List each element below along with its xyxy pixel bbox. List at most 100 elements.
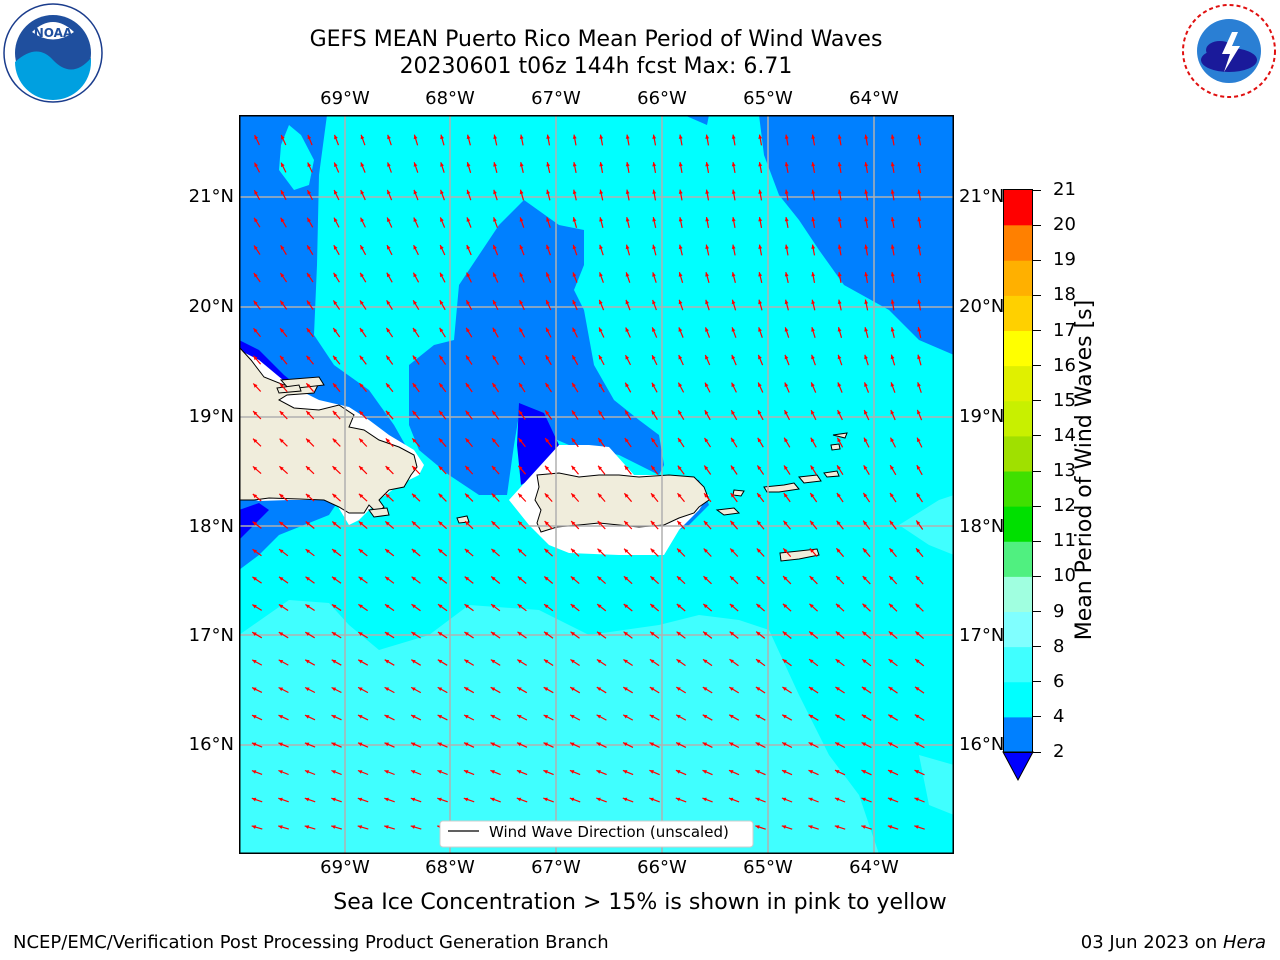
wind-wave-arrow	[518, 354, 526, 366]
band-2-4	[684, 115, 709, 125]
wind-wave-arrow	[756, 603, 765, 612]
wind-wave-arrow	[359, 327, 367, 338]
wind-wave-arrow	[569, 742, 581, 748]
wind-wave-arrow	[864, 271, 869, 284]
colorbar	[1002, 189, 1034, 782]
wind-wave-arrow	[466, 244, 472, 256]
wind-wave-arrow	[675, 797, 687, 803]
wind-wave-arrow	[465, 299, 473, 311]
wind-wave-arrow	[811, 299, 816, 311]
wind-wave-arrow	[359, 272, 367, 283]
wind-wave-arrow	[437, 576, 448, 584]
wind-wave-arrow	[304, 714, 316, 721]
band-6-8	[919, 755, 954, 815]
wind-wave-arrow	[834, 825, 846, 830]
wind-wave-arrow	[464, 576, 474, 584]
wind-wave-arrow	[464, 493, 474, 502]
wind-wave-arrow	[331, 493, 342, 502]
wind-wave-arrow	[385, 382, 394, 393]
wind-wave-arrow	[728, 714, 740, 721]
wind-wave-arrow	[331, 714, 342, 721]
wind-wave-arrow	[756, 520, 765, 530]
wind-wave-arrow	[596, 742, 607, 748]
wind-wave-arrow	[678, 244, 683, 256]
wind-wave-arrow	[703, 575, 712, 585]
wind-wave-arrow	[756, 548, 765, 557]
wind-wave-arrow	[437, 520, 448, 530]
wind-wave-arrow	[464, 603, 474, 612]
wind-wave-arrow	[251, 687, 263, 693]
wind-wave-arrow	[386, 299, 393, 311]
wind-wave-arrow	[811, 271, 816, 284]
wind-wave-arrow	[702, 686, 713, 694]
anguilla-islet	[832, 432, 848, 439]
wind-wave-arrow	[623, 603, 633, 612]
colorbar-tick-mark	[1033, 294, 1041, 296]
wind-wave-arrow	[811, 244, 816, 256]
wind-wave-arrow	[914, 825, 925, 830]
wind-wave-arrow	[597, 437, 606, 448]
wind-wave-arrow	[677, 409, 685, 421]
wind-wave-arrow	[570, 575, 580, 585]
wind-wave-arrow	[782, 603, 792, 612]
wind-wave-arrow	[808, 658, 819, 667]
map-frame	[239, 115, 954, 854]
wind-wave-arrow	[304, 686, 316, 694]
wind-wave-arrow	[625, 327, 631, 338]
wind-wave-arrow	[757, 409, 764, 421]
wind-wave-arrow	[386, 217, 393, 228]
wind-wave-arrow	[440, 189, 445, 201]
wind-wave-arrow	[305, 576, 315, 584]
wind-wave-arrow	[546, 134, 551, 146]
wind-wave-arrow	[466, 189, 472, 201]
wind-wave-arrow	[463, 769, 475, 776]
wind-wave-arrow	[755, 825, 766, 830]
wind-wave-arrow	[703, 492, 712, 503]
wind-wave-arrow	[914, 741, 925, 749]
wave-period-map: Wind Wave Direction (unscaled)	[239, 115, 954, 854]
wind-wave-arrow	[545, 299, 552, 311]
wind-wave-arrow	[384, 520, 395, 530]
wind-wave-arrow	[652, 299, 657, 311]
wind-wave-arrow	[781, 797, 793, 803]
wind-wave-arrow	[440, 134, 445, 146]
wind-wave-arrow	[463, 797, 475, 803]
wind-wave-arrow	[516, 797, 528, 803]
wind-wave-arrow	[676, 631, 686, 639]
wind-wave-arrow	[544, 465, 553, 475]
wind-wave-arrow	[412, 410, 420, 420]
wind-wave-arrow	[412, 355, 420, 365]
footer-branch: NCEP/EMC/Verification Post Processing Pr…	[13, 932, 609, 953]
wind-wave-arrow	[491, 382, 500, 393]
wind-wave-arrow	[516, 769, 528, 776]
wind-wave-arrow	[811, 189, 816, 201]
wind-wave-arrow	[252, 548, 262, 557]
wind-wave-arrow	[622, 686, 634, 694]
wind-wave-arrow	[331, 825, 342, 830]
wind-wave-arrow	[729, 603, 739, 612]
wind-wave-arrow	[811, 216, 816, 229]
wind-wave-arrow	[676, 603, 686, 612]
wind-wave-arrow	[252, 493, 262, 502]
wind-wave-arrow	[358, 576, 368, 584]
wind-wave-arrow	[333, 189, 340, 201]
lat-label-right: 18°N	[959, 516, 1005, 537]
wind-wave-arrow	[411, 437, 421, 448]
wind-wave-arrow	[357, 714, 369, 721]
wind-wave-arrow	[678, 161, 683, 174]
colorbar-cell	[1004, 295, 1032, 332]
wind-wave-arrow	[570, 520, 580, 530]
wind-wave-arrow	[545, 272, 552, 283]
wind-wave-arrow	[252, 355, 262, 365]
wind-wave-arrow	[569, 714, 581, 721]
wind-wave-arrow	[861, 825, 872, 830]
wind-wave-arrow	[758, 244, 763, 256]
lat-label-right: 21°N	[959, 186, 1005, 207]
lon-label-top: 65°W	[743, 88, 793, 109]
wind-wave-arrow	[837, 189, 842, 201]
wind-wave-arrow	[835, 658, 845, 667]
lat-label-left: 19°N	[188, 406, 234, 427]
arrow-legend: Wind Wave Direction (unscaled)	[439, 820, 754, 848]
colorbar-tick-mark	[1033, 611, 1041, 612]
wind-wave-arrow	[598, 327, 605, 338]
